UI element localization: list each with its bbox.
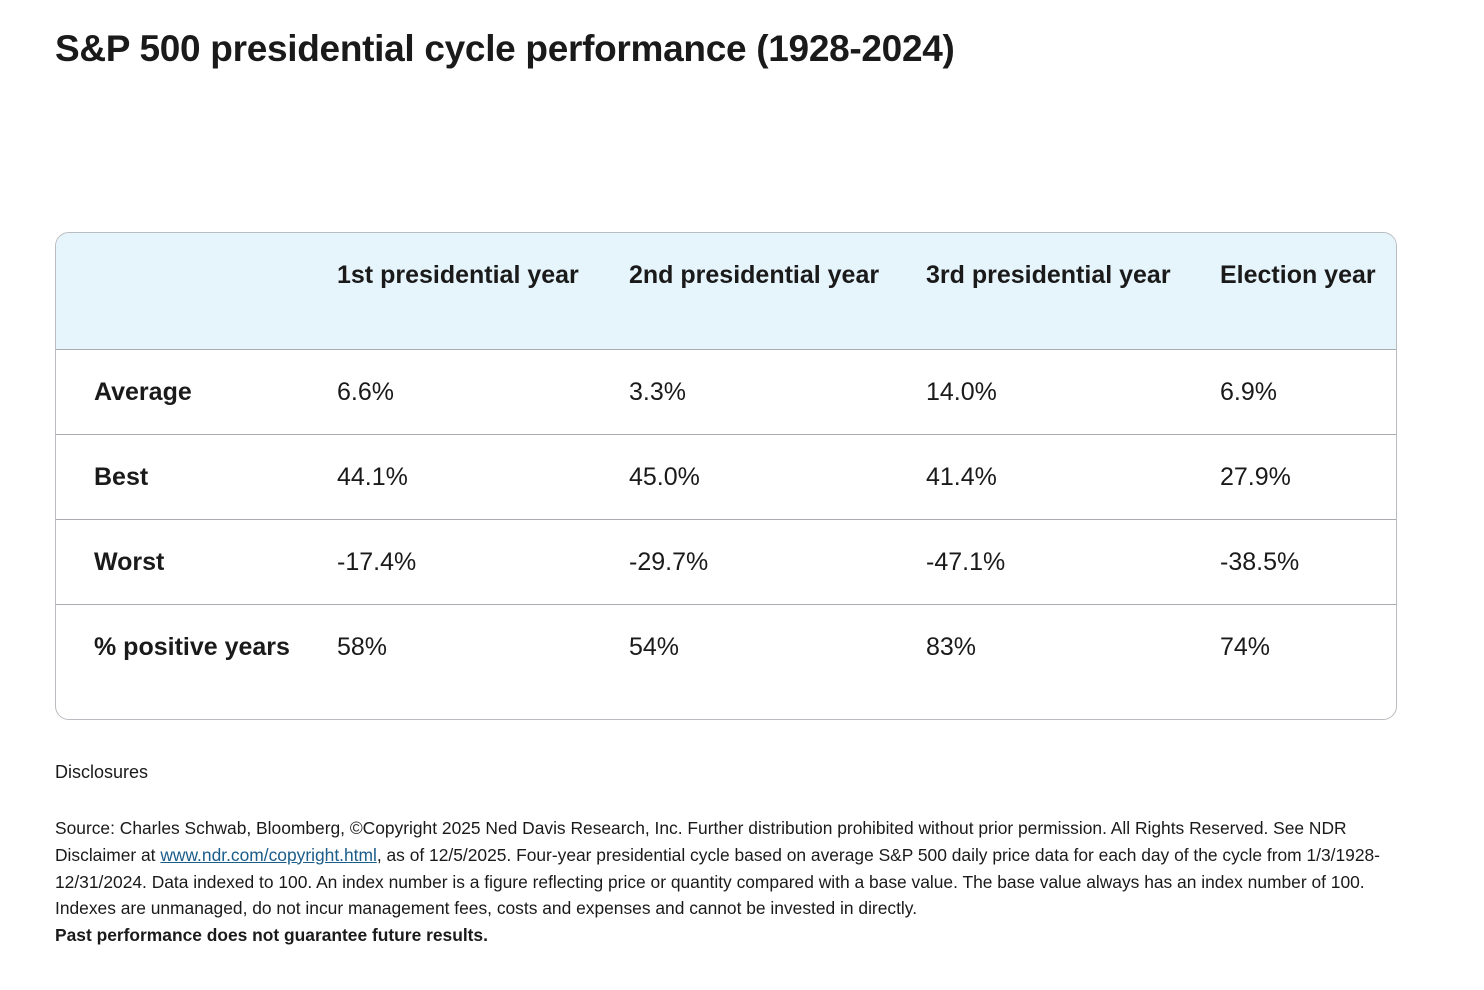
table-cell: -47.1% bbox=[926, 519, 1220, 605]
past-performance-note: Past performance does not guarantee futu… bbox=[55, 925, 488, 946]
table-header: 1st presidential year 2nd presidential y… bbox=[56, 233, 1396, 350]
ndr-copyright-link[interactable]: www.ndr.com/copyright.html bbox=[160, 844, 377, 865]
source-text-part-1: Source: Charles Schwab, Bloomberg, ©Copy… bbox=[55, 818, 1347, 865]
table-cell: 45.0% bbox=[629, 434, 926, 520]
row-label: % positive years bbox=[94, 632, 290, 661]
table-row-average: Average 6.6% 3.3% 14.0% 6.9% bbox=[56, 349, 1396, 435]
table-cell: 74% bbox=[1220, 632, 1271, 661]
header-cell-3rd-year: 3rd presidential year bbox=[926, 233, 1220, 350]
source-paragraph: Source: Charles Schwab, Bloomberg, ©Copy… bbox=[55, 815, 1400, 922]
header-cell-1st-year: 1st presidential year bbox=[337, 233, 629, 350]
performance-table: 1st presidential year 2nd presidential y… bbox=[56, 233, 1396, 719]
row-label: Average bbox=[56, 349, 337, 435]
header-cell-2nd-year: 2nd presidential year bbox=[629, 233, 926, 350]
source-text-part-2: , as of 12/5/2025. Four-year presidentia… bbox=[55, 844, 1380, 919]
table-cell: 3.3% bbox=[629, 349, 926, 435]
disclosures-heading: Disclosures bbox=[55, 762, 149, 782]
table-cell: 54% bbox=[629, 632, 680, 661]
table-cell: 6.6% bbox=[337, 349, 629, 435]
table-cell: 41.4% bbox=[926, 434, 1220, 520]
table-cell: 58% bbox=[337, 632, 388, 661]
header-cell-empty bbox=[56, 233, 337, 350]
table-row-best: Best 44.1% 45.0% 41.4% 27.9% bbox=[56, 434, 1396, 520]
row-label: Best bbox=[56, 434, 337, 520]
table-cell: -29.7% bbox=[629, 519, 926, 605]
row-label: Worst bbox=[56, 519, 337, 605]
page-title: S&P 500 presidential cycle performance (… bbox=[55, 28, 955, 69]
table-row-worst: Worst -17.4% -29.7% -47.1% -38.5% bbox=[56, 519, 1396, 605]
table-cell: 6.9% bbox=[1220, 349, 1396, 435]
table-cell: -38.5% bbox=[1220, 519, 1396, 605]
header-row: 1st presidential year 2nd presidential y… bbox=[56, 233, 1396, 350]
table-cell: -17.4% bbox=[337, 519, 629, 605]
table-cell: 14.0% bbox=[926, 349, 1220, 435]
table-cell: 44.1% bbox=[337, 434, 629, 520]
table-row-positive-years: % positive years 58% 54% 83% 74% bbox=[56, 604, 1396, 719]
header-cell-election-year: Election year bbox=[1220, 233, 1396, 350]
table-cell: 27.9% bbox=[1220, 434, 1396, 520]
table-body: Average 6.6% 3.3% 14.0% 6.9% Best 44.1% … bbox=[56, 349, 1396, 719]
table-cell: 83% bbox=[926, 632, 977, 661]
performance-table-card: 1st presidential year 2nd presidential y… bbox=[55, 232, 1397, 720]
source-disclosure: Source: Charles Schwab, Bloomberg, ©Copy… bbox=[55, 815, 1400, 949]
